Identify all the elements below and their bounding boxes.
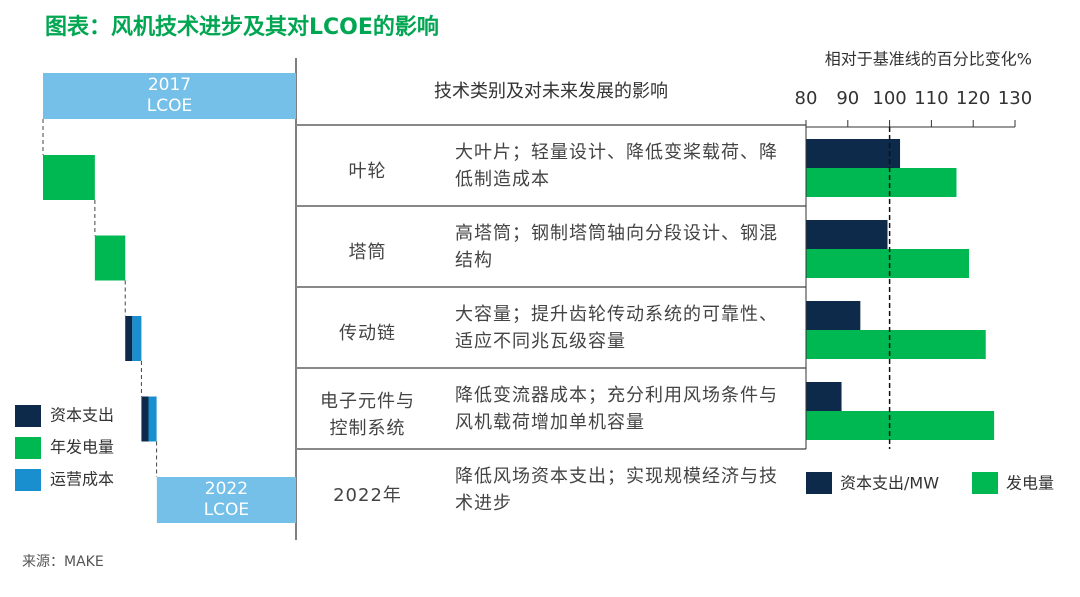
row-label: 传动链 <box>339 323 396 344</box>
bar <box>806 220 888 249</box>
lcoe-bar <box>156 477 296 523</box>
bar <box>806 330 986 359</box>
bar <box>806 139 901 168</box>
source: 来源：MAKE <box>22 554 104 570</box>
lcoe-label: LCOE <box>147 96 192 116</box>
lcoe-label: 2022 <box>205 479 248 499</box>
legend-swatch <box>972 472 998 494</box>
row-text: 降低变流器成本；充分利用风场条件与风机载荷增加单机容量 <box>455 385 778 433</box>
table-header: 技术类别及对未来发展的影响 <box>434 81 668 102</box>
waterfall-step <box>94 235 126 281</box>
bar <box>806 301 861 330</box>
waterfall-step <box>141 396 149 442</box>
lcoe-bar <box>43 73 296 119</box>
waterfall-step <box>132 316 142 361</box>
axis-title: 相对于基准线的百分比变化% <box>825 50 1032 69</box>
legend-label: 发电量 <box>1006 474 1054 493</box>
waterfall-step <box>43 155 95 200</box>
lcoe-label: 2017 <box>148 75 191 95</box>
waterfall-step <box>148 396 157 442</box>
x-tick-label: 110 <box>914 88 948 109</box>
bar <box>806 249 970 278</box>
legend-swatch <box>806 472 832 494</box>
row-text: 高塔筒；钢制塔筒轴向分段设计、钢混结构 <box>455 223 778 271</box>
legend-label: 年发电量 <box>50 438 114 457</box>
row-text: 大叶片；轻量设计、降低变桨载荷、降低制造成本 <box>455 142 778 190</box>
row-label: 叶轮 <box>348 161 387 182</box>
row-text: 降低风场资本支出；实现规模经济与技术进步 <box>455 466 778 514</box>
x-tick-label: 130 <box>998 88 1032 109</box>
legend-swatch <box>15 437 41 459</box>
x-tick-label: 120 <box>956 88 990 109</box>
x-tick-label: 90 <box>836 88 859 109</box>
row-label: 塔筒 <box>348 242 387 263</box>
x-tick-label: 100 <box>872 88 906 109</box>
bar <box>806 411 995 440</box>
waterfall-step <box>125 316 133 361</box>
legend-swatch <box>15 469 41 491</box>
legend-label: 资本支出 <box>50 406 114 425</box>
lcoe-label: LCOE <box>204 500 249 520</box>
bar <box>806 382 842 411</box>
row-label: 电子元件与控制系统 <box>320 391 415 439</box>
row-text: 大容量；提升齿轮传动系统的可靠性、适应不同兆瓦级容量 <box>455 304 778 352</box>
legend-label: 资本支出/MW <box>840 474 939 493</box>
legend-label: 运营成本 <box>50 470 114 489</box>
bar <box>806 168 957 197</box>
title: 图表：风机技术进步及其对LCOE的影响 <box>45 14 439 40</box>
legend-swatch <box>15 405 41 427</box>
row-label: 2022年 <box>333 485 402 506</box>
x-tick-label: 80 <box>795 88 818 109</box>
